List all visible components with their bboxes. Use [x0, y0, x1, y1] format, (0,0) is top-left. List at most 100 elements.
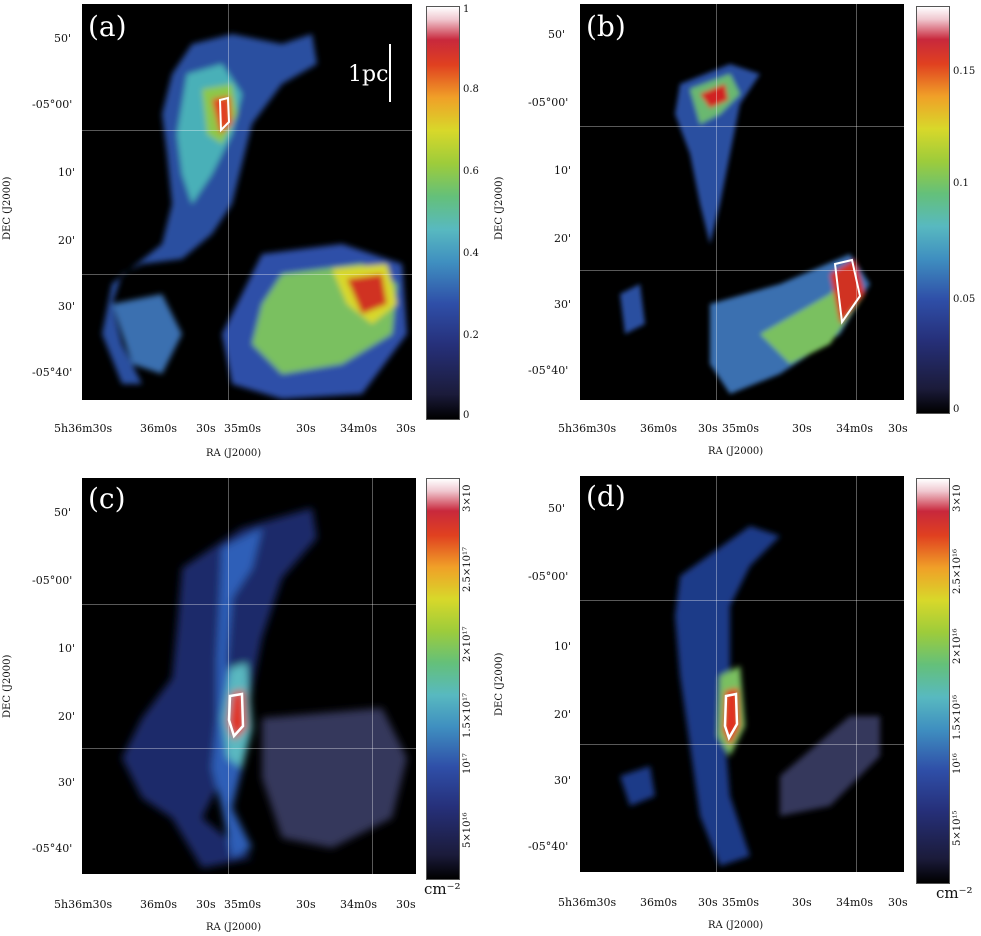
- grid-line: [856, 4, 857, 400]
- grid-line: [82, 604, 416, 605]
- colorbar-tick: 0.05: [953, 294, 976, 305]
- ra-tick: 30s: [396, 898, 416, 911]
- panel-a: (a) 1pc 50' -05°00' 10' 20' 30' -05°40' …: [0, 0, 490, 468]
- colorbar-tick: 5×10¹⁵: [952, 810, 963, 846]
- ra-tick: 35m0s: [722, 422, 760, 435]
- scalebar-line: [389, 44, 391, 102]
- dec-tick: 50': [548, 502, 566, 515]
- grid-line: [580, 744, 904, 745]
- colorbar-tick: 0.1: [953, 178, 969, 189]
- dec-tick: 10': [58, 642, 76, 655]
- colorbar-tick: 10¹⁷: [462, 753, 473, 774]
- ra-tick: 30s: [196, 422, 216, 435]
- ra-tick: 34m0s: [836, 896, 874, 909]
- grid-line: [82, 130, 412, 131]
- colorbar-tick: 5×10¹⁶: [462, 812, 473, 848]
- dec-tick: 20': [58, 710, 76, 723]
- colorbar-tick: 2.5×10¹⁶: [952, 548, 963, 594]
- grid-line: [580, 600, 904, 601]
- ra-tick: 36m0s: [140, 422, 178, 435]
- colorbar-tick: 2×10¹⁷: [462, 626, 473, 662]
- emission-map-a: [102, 34, 407, 399]
- dec-tick: -05°40': [528, 364, 569, 377]
- ra-tick: 5h36m30s: [54, 422, 113, 435]
- ra-tick: 35m0s: [722, 896, 760, 909]
- ra-tick: 30s: [296, 422, 316, 435]
- colorbar-tick: 0: [463, 410, 470, 421]
- dec-tick: -05°00': [32, 574, 73, 587]
- colorbar-tick: 0: [953, 404, 960, 415]
- colorbar-a: [426, 6, 460, 420]
- colorbar-tick: 1.5×10¹⁷: [462, 692, 473, 738]
- dec-tick: 10': [554, 640, 572, 653]
- emission-map-b: [620, 64, 870, 394]
- dec-tick: -05°00': [528, 96, 569, 109]
- dec-tick: 20': [554, 708, 572, 721]
- ra-tick: 36m0s: [140, 898, 178, 911]
- x-axis-title: RA (J2000): [206, 448, 262, 459]
- dec-tick: -05°40': [32, 842, 73, 855]
- dec-tick: 50': [548, 28, 566, 41]
- ra-tick: 36m0s: [640, 896, 678, 909]
- grid-line: [716, 4, 717, 400]
- dec-tick: 20': [554, 232, 572, 245]
- y-axis-title: DEC (J2000): [2, 176, 13, 240]
- dec-tick: 20': [58, 234, 76, 247]
- ra-tick: 30s: [792, 422, 812, 435]
- map-image-b: (b): [580, 4, 904, 400]
- ra-tick: 30s: [698, 422, 718, 435]
- colorbar-d: [916, 478, 950, 884]
- ra-tick: 34m0s: [836, 422, 874, 435]
- emission-map-c: [122, 508, 407, 868]
- grid-line: [580, 270, 904, 271]
- colorbar-tick: 0.6: [463, 166, 479, 177]
- colorbar-tick: 0.15: [953, 66, 976, 77]
- ra-tick: 30s: [698, 896, 718, 909]
- dec-tick: 50': [54, 32, 72, 45]
- colorbar-tick: 1.5×10¹⁶: [952, 694, 963, 740]
- dec-tick: 30': [58, 300, 76, 313]
- ra-tick: 34m0s: [340, 422, 378, 435]
- dec-tick: 50': [54, 506, 72, 519]
- ra-tick: 35m0s: [224, 422, 262, 435]
- emission-map-d: [620, 526, 880, 866]
- ra-tick: 30s: [888, 422, 908, 435]
- colorbar-tick: 2×10¹⁶: [952, 628, 963, 664]
- grid-line: [856, 476, 857, 872]
- panel-c: (c) 50' -05°00' 10' 20' 30' -05°40' 5h36…: [0, 468, 490, 936]
- ra-tick: 30s: [888, 896, 908, 909]
- colorbar-tick: 10¹⁶: [952, 753, 963, 774]
- ra-tick: 36m0s: [640, 422, 678, 435]
- colorbar-tick: 0.8: [463, 84, 479, 95]
- ra-tick: 30s: [196, 898, 216, 911]
- colorbar-b: [916, 6, 950, 414]
- y-axis-title: DEC (J2000): [494, 652, 505, 716]
- grid-line: [82, 748, 416, 749]
- colorbar-tick: 2.5×10¹⁷: [462, 546, 473, 592]
- ra-tick: 35m0s: [224, 898, 262, 911]
- dec-tick: 30': [554, 298, 572, 311]
- ra-tick: 34m0s: [340, 898, 378, 911]
- colorbar-tick: 0.2: [463, 330, 479, 341]
- y-axis-title: DEC (J2000): [2, 654, 13, 718]
- dec-tick: 30': [58, 776, 76, 789]
- dec-tick: 10': [58, 166, 76, 179]
- ra-tick: 5h36m30s: [558, 422, 617, 435]
- ra-tick: 5h36m30s: [54, 898, 113, 911]
- dec-tick: -05°40': [32, 366, 73, 379]
- colorbar-c: [426, 478, 460, 880]
- grid-line: [716, 476, 717, 872]
- grid-line: [372, 478, 373, 874]
- x-axis-title: RA (J2000): [708, 920, 764, 931]
- grid-line: [228, 478, 229, 874]
- grid-line: [82, 274, 412, 275]
- panel-label: (d): [586, 480, 626, 513]
- panel-label: (b): [586, 10, 626, 43]
- x-axis-title: RA (J2000): [708, 446, 764, 457]
- colorbar-tick: 1: [463, 4, 470, 15]
- grid-line: [580, 126, 904, 127]
- colorbar-tick: 3×10: [952, 484, 963, 512]
- ra-tick: 30s: [792, 896, 812, 909]
- panel-d: (d) 50' -05°00' 10' 20' 30' -05°40' 5h36…: [490, 468, 981, 936]
- map-image-d: (d): [580, 476, 904, 872]
